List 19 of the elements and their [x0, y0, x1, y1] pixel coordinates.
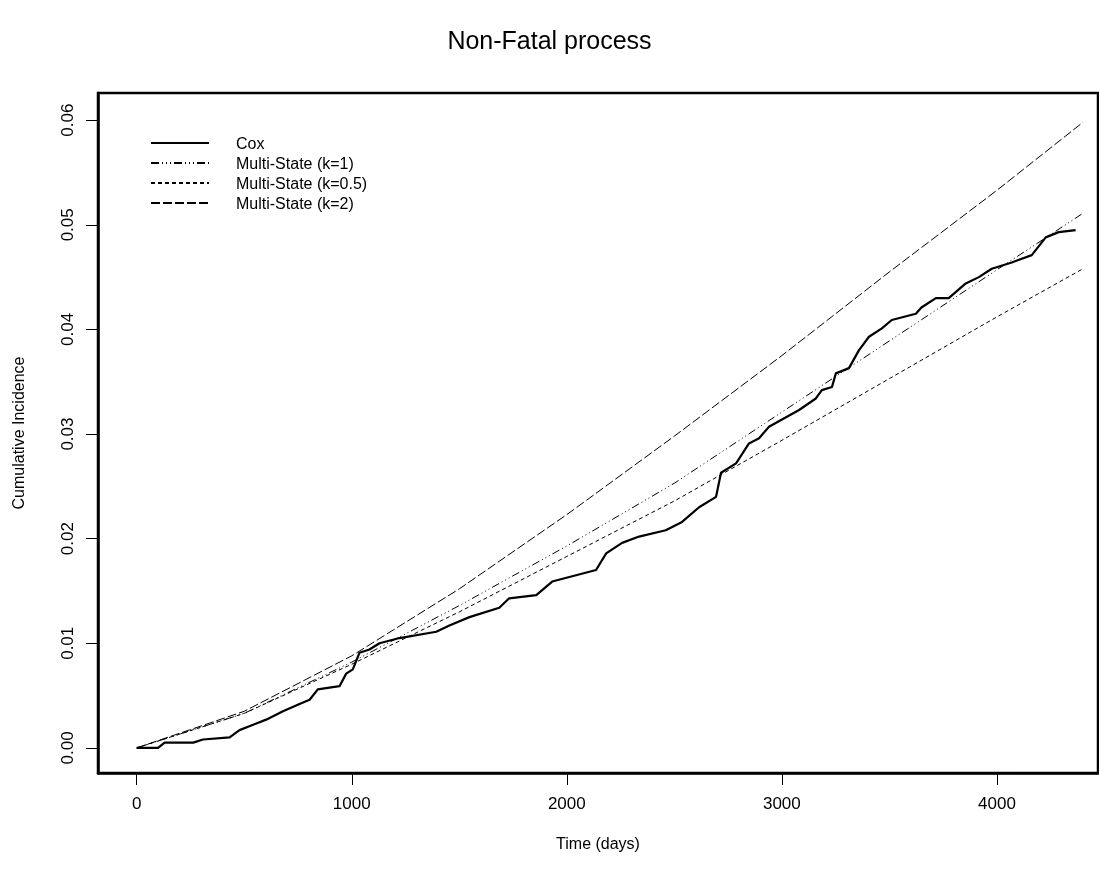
chart-title: Non-Fatal process: [447, 25, 652, 54]
legend-label: Multi-State (k=0.5): [236, 174, 368, 192]
y-tick-label: 0.00: [58, 731, 77, 765]
y-tick-label: 0.02: [58, 522, 77, 556]
y-tick-label: 0.01: [58, 626, 77, 660]
x-tick-label: 0: [131, 794, 142, 813]
y-tick-label: 0.03: [58, 417, 77, 451]
x-tick-label: 2000: [547, 794, 586, 813]
y-tick-label: 0.06: [58, 103, 77, 137]
y-tick-label: 0.05: [58, 208, 77, 242]
legend-label: Multi-State (k=2): [236, 194, 354, 212]
x-tick-label: 4000: [978, 794, 1016, 813]
x-axis-title: Time (days): [556, 834, 640, 852]
y-tick-label: 0.04: [58, 312, 77, 346]
y-axis-title: Cumulative Incidence: [9, 356, 27, 510]
legend-label: Cox: [236, 134, 265, 152]
x-tick-label: 1000: [332, 794, 371, 813]
legend-label: Multi-State (k=1): [236, 154, 354, 172]
x-tick-label: 3000: [762, 794, 801, 813]
